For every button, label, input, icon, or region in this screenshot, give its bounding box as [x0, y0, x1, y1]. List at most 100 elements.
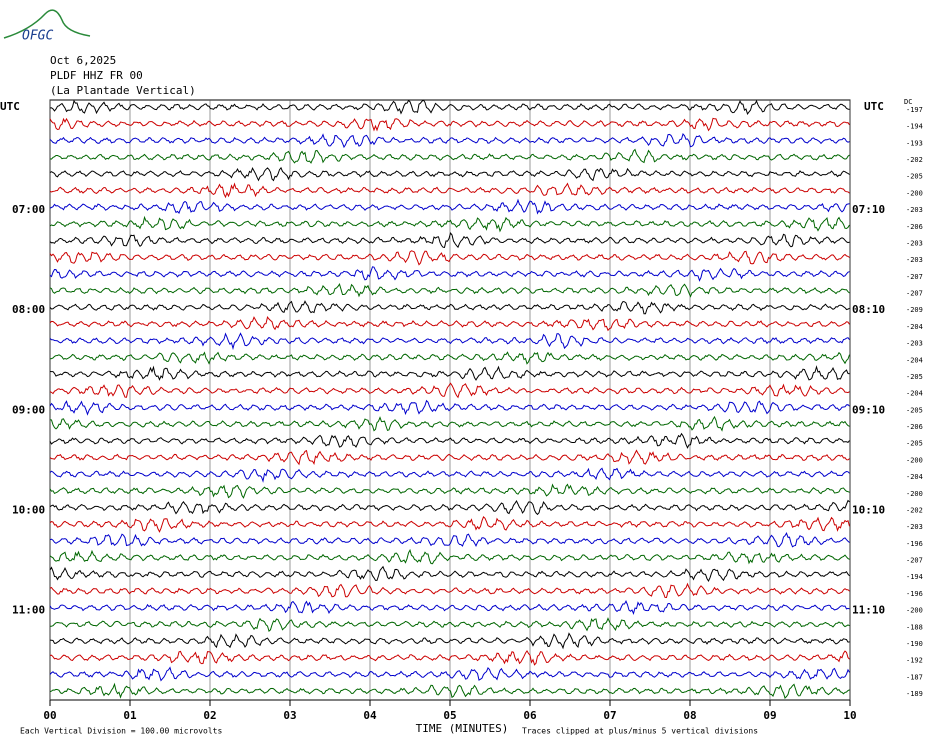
dc-value: -200: [906, 189, 923, 197]
x-tick-label: 01: [123, 709, 137, 722]
time-label-right: UTC: [864, 100, 884, 113]
logo: OFGC: [22, 29, 53, 44]
trace: [49, 182, 850, 199]
x-tick-label: 06: [523, 709, 537, 722]
x-tick-label: 09: [763, 709, 776, 722]
dc-value: -203: [906, 206, 923, 214]
x-tick-label: 02: [203, 709, 216, 722]
dc-value: -194: [906, 573, 923, 581]
time-label-left: UTC: [0, 100, 20, 113]
time-label-right: 10:10: [852, 503, 885, 516]
dc-value: -206: [906, 223, 923, 231]
dc-value: -207: [906, 290, 923, 298]
trace: [49, 548, 850, 565]
dc-label: DC: [904, 98, 912, 106]
trace: [49, 99, 850, 115]
trace: [49, 532, 850, 548]
trace: [49, 365, 850, 381]
trace: [49, 649, 850, 666]
dc-value: -203: [906, 340, 923, 348]
dc-value: -200: [906, 490, 923, 498]
dc-value: -194: [906, 123, 923, 131]
dc-value: -207: [906, 557, 923, 565]
trace: [49, 499, 850, 516]
trace: [49, 148, 850, 164]
dc-value: -202: [906, 156, 923, 164]
trace: [49, 600, 850, 616]
trace: [49, 266, 850, 282]
trace: [49, 250, 850, 266]
dc-value: -204: [906, 323, 923, 331]
trace: [49, 449, 850, 466]
time-label-right: 07:10: [852, 203, 885, 216]
trace: [49, 232, 850, 249]
logo-swoosh: [3, 9, 91, 39]
time-label-left: 09:00: [12, 403, 45, 416]
dc-value: -204: [906, 356, 923, 364]
trace: [49, 432, 850, 449]
trace: [50, 617, 850, 632]
trace: [49, 198, 850, 215]
trace: [49, 351, 850, 365]
dc-value: -207: [906, 273, 923, 281]
trace: [49, 516, 850, 533]
trace: [49, 132, 850, 149]
trace: [49, 415, 850, 432]
dc-value: -205: [906, 440, 923, 448]
trace: [49, 215, 850, 233]
dc-value: -205: [906, 173, 923, 181]
dc-value: -203: [906, 239, 923, 247]
x-tick-label: 05: [443, 709, 456, 722]
trace: [49, 682, 850, 699]
dc-value: -205: [906, 373, 923, 381]
trace: [49, 382, 850, 399]
dc-value: -188: [906, 623, 923, 631]
trace: [49, 565, 850, 583]
time-label-left: 11:00: [12, 604, 45, 617]
trace: [49, 483, 850, 499]
dc-value: -206: [906, 423, 923, 431]
time-label-right: 11:10: [852, 604, 885, 617]
trace: [49, 166, 850, 182]
dc-value: -205: [906, 406, 923, 414]
dc-value: -204: [906, 473, 923, 481]
dc-value: -189: [906, 690, 923, 698]
dc-value: -192: [906, 657, 923, 665]
trace: [49, 283, 850, 298]
time-label-left: 10:00: [12, 503, 45, 516]
dc-value: -204: [906, 390, 923, 398]
footer-scale: Each Vertical Division = 100.00 microvol…: [20, 727, 222, 736]
dc-value: -197: [906, 106, 923, 114]
header-date: Oct 6,2025: [50, 54, 116, 67]
dc-value: -196: [906, 590, 923, 598]
dc-value: -190: [906, 640, 923, 648]
x-tick-label: 08: [683, 709, 696, 722]
trace: [49, 399, 850, 416]
trace: [49, 666, 850, 682]
time-label-right: 09:10: [852, 403, 885, 416]
time-label-left: 07:00: [12, 203, 45, 216]
trace: [49, 117, 850, 132]
footer-note: Traces clipped at plus/minus 5 vertical …: [522, 727, 758, 736]
trace: [49, 332, 850, 351]
dc-value: -187: [906, 673, 923, 681]
x-tick-label: 10: [843, 709, 856, 722]
axis-title: TIME (MINUTES): [416, 722, 509, 735]
trace: [49, 632, 850, 650]
x-tick-label: 04: [363, 709, 377, 722]
dc-value: -200: [906, 456, 923, 464]
dc-value: -193: [906, 139, 923, 147]
dc-value: -200: [906, 607, 923, 615]
trace: [49, 300, 850, 315]
header-station: PLDF HHZ FR 00: [50, 69, 143, 82]
header-site: (La Plantade Vertical): [50, 84, 196, 97]
trace: [49, 315, 850, 332]
time-label-left: 08:00: [12, 303, 45, 316]
dc-value: -203: [906, 523, 923, 531]
trace: [49, 467, 850, 483]
x-tick-label: 07: [603, 709, 616, 722]
dc-value: -196: [906, 540, 923, 548]
x-tick-label: 03: [283, 709, 296, 722]
dc-value: -203: [906, 256, 923, 264]
